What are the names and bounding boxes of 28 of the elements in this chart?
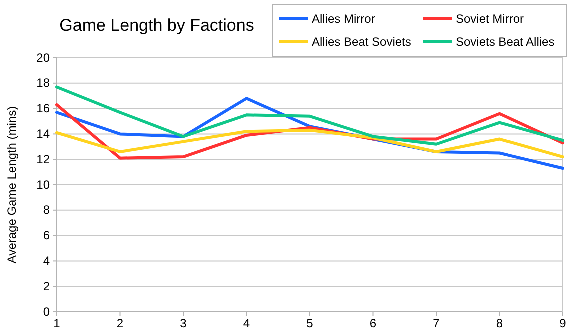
- y-tick-label: 2: [43, 279, 50, 294]
- line-series: [56, 128, 564, 159]
- x-tick-label: 2: [116, 316, 124, 331]
- x-tick-label: 1: [54, 316, 61, 331]
- x-tick-label: 4: [243, 316, 250, 331]
- y-tick-label: 6: [43, 228, 50, 243]
- y-tick-label: 10: [36, 178, 50, 192]
- y-tick-label: 20: [36, 50, 50, 65]
- legend-label: Soviet Mirror: [456, 12, 524, 26]
- y-tick-label: 16: [36, 102, 50, 116]
- x-tick-label: 6: [370, 316, 377, 331]
- y-tick-label: 12: [36, 152, 50, 166]
- chart-title: Game Length by Factions: [60, 16, 254, 35]
- x-tick-label: 3: [180, 316, 188, 331]
- x-tick-label: 9: [560, 316, 567, 331]
- x-tick-label: 7: [433, 316, 440, 331]
- x-tick-label: 8: [496, 316, 504, 331]
- x-tick-label: 5: [306, 316, 314, 331]
- y-tick-label: 0: [43, 304, 50, 319]
- line-series: [56, 86, 564, 146]
- y-tick-label: 14: [36, 127, 50, 142]
- y-tick-label: 4: [43, 254, 50, 268]
- legend-label: Allies Beat Soviets: [312, 35, 412, 49]
- legend-label: Soviets Beat Allies: [456, 35, 555, 49]
- y-tick-label: 18: [36, 76, 50, 90]
- legend-label: Allies Mirror: [312, 12, 376, 26]
- y-axis-title: Average Game Length (mins): [5, 106, 19, 264]
- y-tick-label: 8: [43, 203, 50, 218]
